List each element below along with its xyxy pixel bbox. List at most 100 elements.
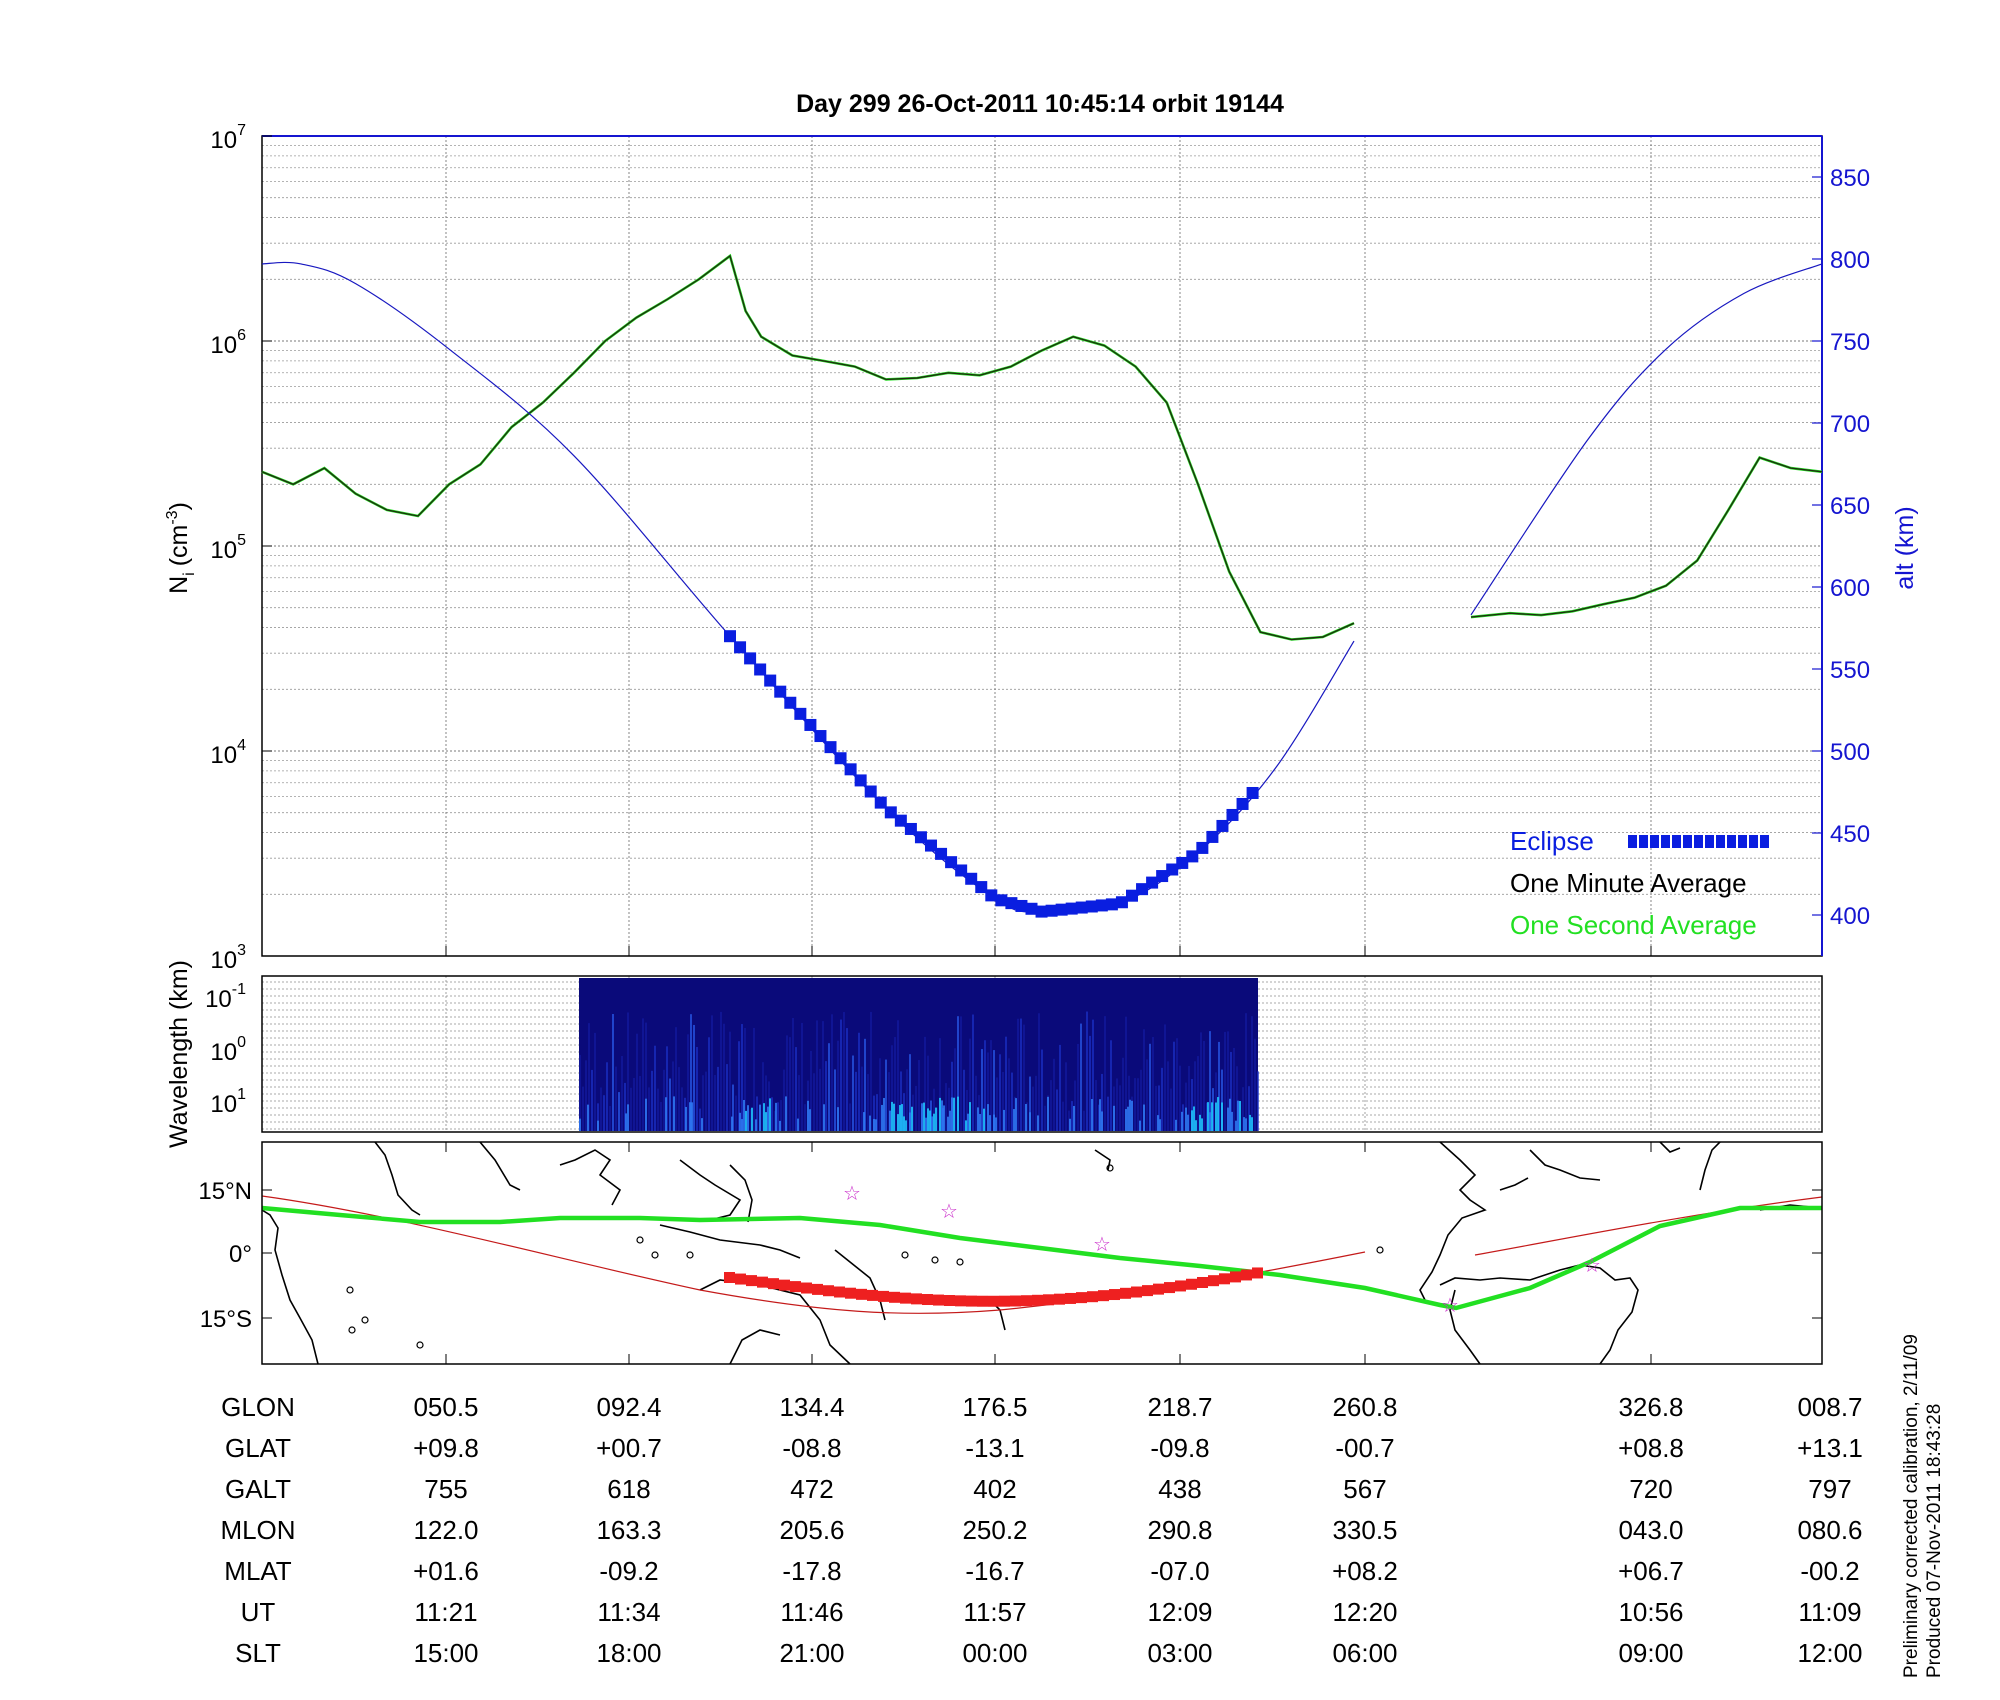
spectrogram-streak	[1245, 1013, 1247, 1131]
eclipse-track-marker	[1241, 1269, 1252, 1281]
spectrogram-bright-streak	[1249, 1114, 1251, 1131]
table-cell: +09.8	[413, 1433, 479, 1463]
spectrogram-bright-streak	[809, 1109, 811, 1131]
spectrogram-streak	[654, 1045, 656, 1131]
table-cell: -09.2	[599, 1556, 658, 1586]
eclipse-marker	[1065, 902, 1078, 915]
eclipse-marker	[935, 847, 948, 860]
spectrogram-bright-streak	[1099, 1099, 1101, 1131]
spectrogram-streak	[1059, 1044, 1061, 1131]
spectrogram-bright-streak	[1181, 1111, 1183, 1131]
spectrogram-bright-streak	[983, 1108, 985, 1131]
spectrogram-streak	[861, 1066, 863, 1131]
spectrogram-streak	[1155, 1085, 1157, 1131]
spectrogram-bright-streak	[691, 1102, 693, 1131]
spectrogram-bright-streak	[673, 1096, 675, 1131]
spectrogram-streak	[972, 1014, 974, 1131]
eclipse-track-marker	[1208, 1275, 1219, 1287]
table-cell: 11:57	[963, 1597, 1026, 1627]
legend-eclipse-square	[1628, 835, 1637, 848]
table-row-label: GLAT	[225, 1433, 291, 1463]
density-tick-label: 107	[210, 122, 246, 154]
spectrogram-bright-streak	[951, 1097, 953, 1131]
eclipse-marker	[1226, 808, 1239, 821]
eclipse-marker	[1005, 897, 1018, 910]
eclipse-marker	[804, 718, 817, 731]
one-minute-average-line	[261, 254, 1823, 641]
table-cell: 12:20	[1332, 1597, 1397, 1627]
legend-eclipse-square	[1672, 835, 1681, 848]
spectrogram-bright-streak	[769, 1098, 771, 1131]
eclipse-marker	[864, 785, 877, 798]
spectrogram-bright-streak	[901, 1104, 903, 1131]
spectrogram-streak	[951, 1061, 953, 1131]
spectrogram-bright-streak	[1217, 1097, 1219, 1131]
table-cell: 250.2	[962, 1515, 1027, 1545]
spectrogram-bright-streak	[739, 1112, 741, 1131]
table-cell: 11:46	[780, 1597, 843, 1627]
eclipse-track-marker	[724, 1272, 735, 1283]
table-cell: +06.7	[1618, 1556, 1684, 1586]
star-marker: ☆	[1583, 1253, 1601, 1277]
spectrogram-streak	[693, 1024, 695, 1131]
spectrogram-streak	[1086, 1011, 1088, 1131]
spectrogram-bright-streak	[665, 1097, 667, 1131]
spectrogram-bright-streak	[863, 1112, 865, 1131]
coastline	[834, 1249, 886, 1321]
spectrogram-streak	[1020, 1018, 1022, 1131]
spectrogram-streak	[744, 1027, 746, 1131]
eclipse-track-marker	[812, 1283, 823, 1295]
spectrogram-bright-streak	[947, 1116, 949, 1131]
table-cell: 163.3	[596, 1515, 661, 1545]
spectrogram-streak	[963, 1069, 965, 1131]
spectrogram-streak	[645, 1022, 647, 1131]
spectrogram-streak	[828, 1043, 830, 1131]
eclipse-track-marker	[1131, 1286, 1142, 1298]
altitude-tick-label: 500	[1830, 739, 1870, 766]
eclipse-track-marker	[735, 1273, 746, 1285]
spectrogram-bright-streak	[953, 1097, 955, 1131]
altitude-tick-label: 800	[1830, 247, 1870, 274]
eclipse-track-marker	[790, 1281, 801, 1293]
spectrogram-streak	[687, 1034, 689, 1131]
spectrogram-streak	[717, 1066, 719, 1131]
spectrogram-bright-streak	[1131, 1100, 1133, 1131]
spectrogram-streak	[726, 1064, 728, 1131]
eclipse-track-marker	[1021, 1295, 1032, 1307]
spectrogram-bright-streak	[1193, 1106, 1195, 1131]
eclipse-marker	[1085, 900, 1098, 913]
spectrogram-streak	[999, 1054, 1001, 1131]
spectrogram-streak	[753, 1027, 755, 1131]
spectrogram-streak	[792, 1017, 794, 1131]
spectrogram-streak	[1257, 1071, 1259, 1131]
spectrogram-streak	[909, 1054, 911, 1131]
eclipse-marker	[894, 814, 907, 827]
spectrogram-bright-streak	[785, 1096, 787, 1131]
spectrogram-streak	[735, 1095, 737, 1131]
spectrogram-bright-streak	[765, 1112, 767, 1131]
eclipse-track-marker	[977, 1295, 988, 1307]
spectrogram-bright-streak	[779, 1120, 781, 1131]
density-panel: 103 104 105 106 107 400 450 500 550 600 650 700 750…	[164, 122, 1919, 974]
spectrogram-bright-streak	[759, 1104, 761, 1131]
eclipse-track-marker	[1219, 1273, 1230, 1285]
latitude-ticks: 15°N 0° 15°S	[198, 1142, 1822, 1364]
spectrogram-streak	[840, 1019, 842, 1131]
table-row-label: UT	[241, 1597, 276, 1627]
spectrogram-streak	[939, 1038, 941, 1131]
spectrogram-streak	[1203, 1040, 1205, 1131]
eclipse-marker	[754, 663, 767, 676]
island	[651, 1251, 659, 1259]
spectrogram-bright-streak	[837, 1107, 839, 1131]
island	[1106, 1164, 1114, 1172]
spectrogram-bright-streak	[883, 1097, 885, 1131]
orbit-ground-track-resumed	[1474, 1196, 1823, 1256]
eclipse-marker	[1196, 841, 1209, 854]
spectrogram-bright-streak	[579, 1118, 581, 1131]
spectrogram-streak	[1032, 1086, 1034, 1131]
eclipse-marker	[1015, 899, 1028, 912]
eclipse-track-marker	[1065, 1292, 1076, 1304]
spectrogram-streak	[1173, 1041, 1175, 1131]
spectrogram-streak	[597, 1103, 599, 1131]
